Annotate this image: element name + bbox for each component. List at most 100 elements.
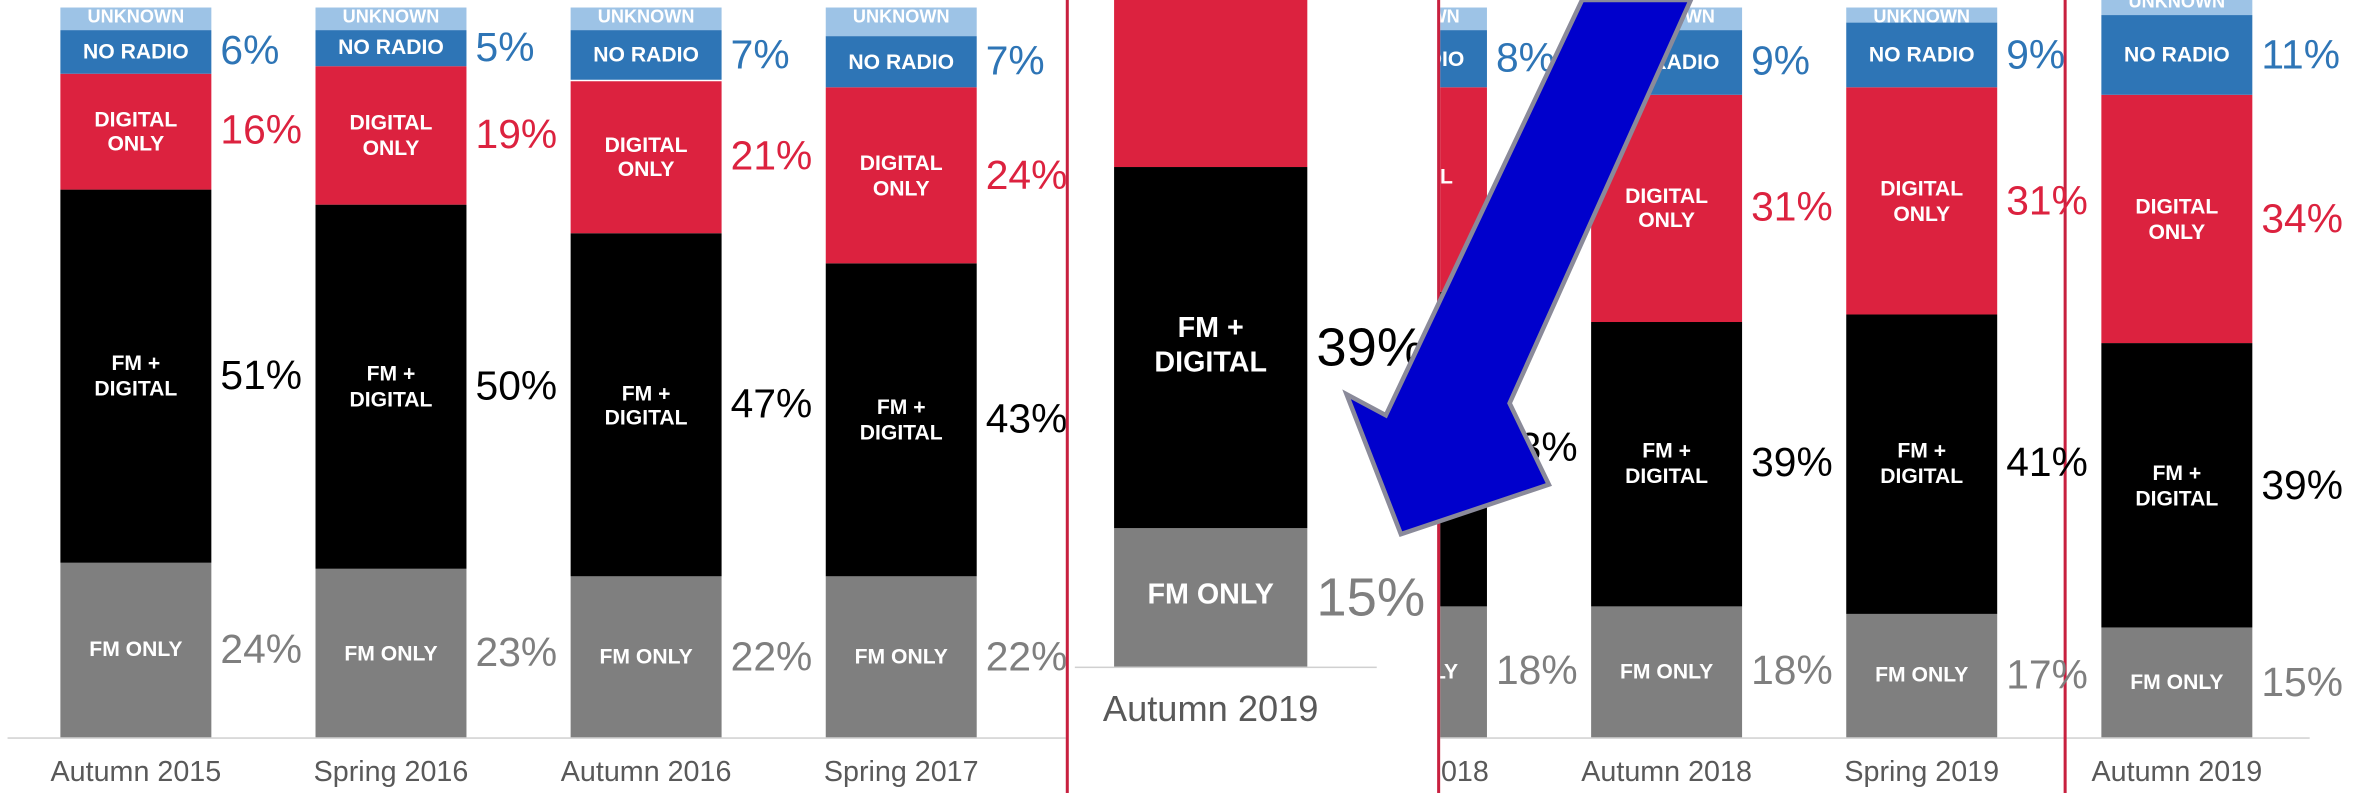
segment-label: NO RADIO xyxy=(338,35,444,60)
x-tick-label: Autumn 2016 xyxy=(560,756,732,789)
x-tick-label: Autumn 2019 xyxy=(1102,689,1319,730)
segment-label: FM ONLY xyxy=(1147,580,1274,612)
value-label: 9% xyxy=(1751,38,1811,85)
segment-label: FM ONLY xyxy=(599,644,693,669)
bar-segment: NO RADIO xyxy=(60,29,212,74)
segment-label: NO RADIO xyxy=(83,38,189,63)
value-label: 51% xyxy=(220,352,302,398)
segment-label: FM ONLY xyxy=(2130,669,2224,694)
bar-segment: FM ONLY xyxy=(1591,605,1743,738)
segment-label: NO RADIO xyxy=(848,49,955,74)
bar-segment: NO RADIO xyxy=(1846,22,1998,88)
value-label: 39% xyxy=(2261,462,2343,508)
bar-segment: FM + DIGITAL xyxy=(1591,321,1743,606)
value-label: 34% xyxy=(2261,195,2343,241)
value-label: 21% xyxy=(730,133,813,179)
value-label: 22% xyxy=(985,633,1068,679)
value-label: 24% xyxy=(220,626,302,672)
value-label: 18% xyxy=(1496,648,1578,694)
bar-segment: FM + DIGITAL xyxy=(1114,166,1308,528)
segment-label: FM ONLY xyxy=(344,640,438,665)
bar-segment: FM + DIGITAL xyxy=(1846,314,1998,614)
bar-segment: FM ONLY xyxy=(315,569,467,738)
bar-segment: UNKNOWN xyxy=(1846,7,1998,23)
segment-label: FM + DIGITAL xyxy=(604,379,688,430)
value-label: 15% xyxy=(2261,659,2343,705)
bar-segment: DIGITAL ONLY xyxy=(1846,87,1998,315)
value-label: 41% xyxy=(2006,440,2088,486)
bar-segment: UNKNOWN xyxy=(570,7,722,30)
segment-label: FM ONLY xyxy=(89,637,183,662)
segment-label: FM + DIGITAL xyxy=(349,361,433,412)
value-label: 31% xyxy=(1751,184,1833,231)
segment-label: UNKNOWN xyxy=(2128,0,2226,13)
bar-segment: DIGITAL ONLY xyxy=(570,80,722,234)
segment-label: NO RADIO xyxy=(1868,42,1975,67)
bar-segment: FM ONLY xyxy=(2101,627,2253,738)
value-label: 15% xyxy=(1316,565,1426,628)
segment-label: NO RADIO xyxy=(2124,42,2230,67)
segment-label: FM ONLY xyxy=(1620,658,1714,684)
value-label: 39% xyxy=(1751,440,1833,486)
bar-segment: DIGITAL ONLY xyxy=(60,73,212,190)
bar-segment: FM ONLY xyxy=(825,576,977,738)
x-tick-label: Autumn 2018 xyxy=(1581,756,1752,789)
x-tick-label: Spring 2017 xyxy=(823,756,979,789)
value-label: 31% xyxy=(2006,177,2088,223)
segment-label: DIGITAL ONLY xyxy=(349,109,433,160)
value-label: 23% xyxy=(475,630,558,676)
value-label: 50% xyxy=(475,363,558,409)
bar-segment: DIGITAL ONLY xyxy=(315,65,467,205)
bar-segment: NO RADIO xyxy=(2101,14,2253,96)
value-label: 22% xyxy=(730,633,813,679)
segment-label: FM + DIGITAL xyxy=(859,394,943,444)
segment-label: DIGITAL ONLY xyxy=(604,131,688,182)
segment-label: DIGITAL ONLY xyxy=(859,150,943,200)
value-label: 19% xyxy=(475,111,558,158)
value-label: 7% xyxy=(730,31,790,77)
value-label: 24% xyxy=(985,152,1068,198)
value-label: 7% xyxy=(985,38,1045,85)
segment-label: UNKNOWN xyxy=(852,7,950,28)
value-label: 47% xyxy=(730,381,813,428)
bar-segment: FM + DIGITAL xyxy=(315,204,467,570)
segment-label: UNKNOWN xyxy=(342,7,440,28)
bar-segment: DIGITAL ONLY xyxy=(825,87,977,263)
bar-segment: UNKNOWN xyxy=(315,7,467,30)
segment-label: DIGITAL ONLY xyxy=(1625,182,1709,233)
value-label: 5% xyxy=(475,24,535,70)
segment-label: UNKNOWN xyxy=(597,7,695,28)
segment-label: NO RADIO xyxy=(593,42,699,67)
bar-segment: UNKNOWN xyxy=(60,7,212,30)
bar-segment: FM + DIGITAL xyxy=(570,233,722,577)
bar-segment: FM ONLY xyxy=(1114,527,1308,667)
bar-segment: FM + DIGITAL xyxy=(60,189,212,563)
bar-segment: FM ONLY xyxy=(570,576,722,738)
segment-label: FM + DIGITAL xyxy=(2135,460,2219,510)
bar-segment: NO RADIO xyxy=(570,29,722,81)
segment-label: FM + DIGITAL xyxy=(1880,438,1964,488)
segment-label: DIGITAL ONLY xyxy=(2135,193,2219,244)
bar-segment: DIGITAL ONLY xyxy=(2101,95,2253,344)
segment-label: FM + DIGITAL xyxy=(1154,313,1268,379)
segment-label: FM + DIGITAL xyxy=(94,350,178,401)
value-label: 8% xyxy=(1496,35,1555,81)
segment-label: UNKNOWN xyxy=(87,7,185,28)
value-label: 43% xyxy=(985,396,1068,442)
bar-segment: FM ONLY xyxy=(60,562,212,738)
value-label: 18% xyxy=(1751,648,1833,694)
value-label: 11% xyxy=(2261,31,2340,77)
segment-label: DIGITAL ONLY xyxy=(1880,175,1964,225)
segment-label: FM ONLY xyxy=(854,644,948,669)
divider xyxy=(2063,0,2067,793)
value-label: 17% xyxy=(2006,651,2088,698)
x-axis-line xyxy=(1074,666,1377,669)
bar-segment: FM + DIGITAL xyxy=(2101,343,2253,628)
x-tick-label: Autumn 2015 xyxy=(50,756,222,789)
bar-segment: NO RADIO xyxy=(315,29,467,66)
segment-label: DIGITAL ONLY xyxy=(94,106,178,156)
value-label: 16% xyxy=(220,108,302,154)
